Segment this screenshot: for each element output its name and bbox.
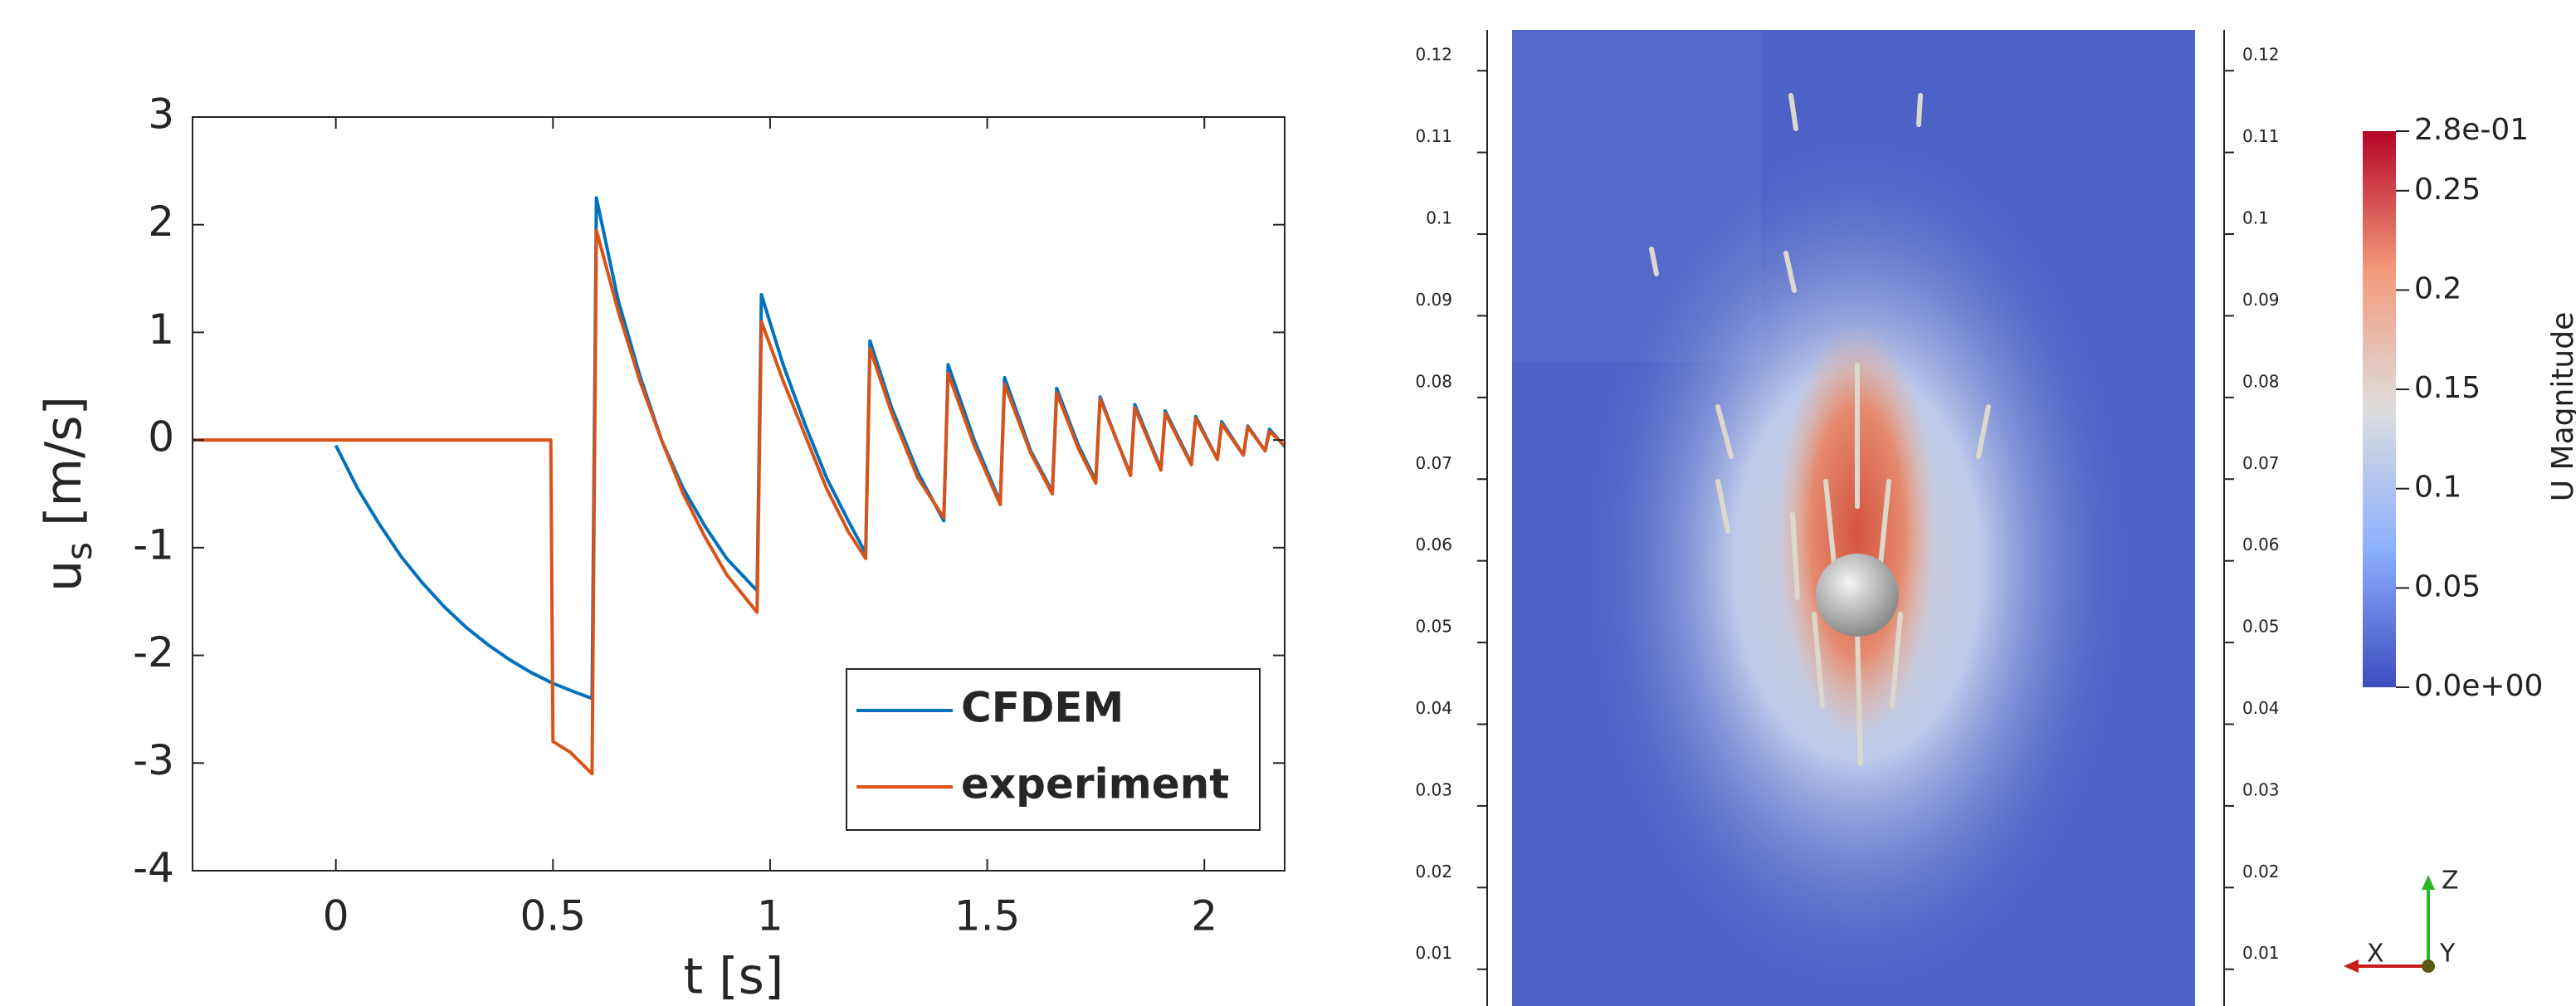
field-render [1512,30,2195,1006]
y-axis-label: us [m/s] [35,396,100,592]
y-tick-label: 0.04 [2242,698,2280,718]
y-tick-label: 0.01 [1415,943,1452,963]
y-tick-label: 0.03 [2242,779,2280,799]
y-tick-label: 0.12 [1415,45,1452,65]
y-tick-label: 0.1 [2242,208,2269,228]
y-tick-label: 0.12 [2242,45,2280,65]
y-axis-label-part: [m/s] [35,396,93,542]
y-tick-label: 0.09 [1415,290,1452,310]
legend-label: CFDEM [961,684,1124,732]
y-tick-label: 0.07 [1415,453,1452,473]
axis-label: Y [2439,940,2456,969]
colorbar-title: U Magnitude [2546,312,2576,502]
y-tick-label: 3 [148,90,174,139]
y-tick-label: 2 [148,198,174,246]
y-tick-label: 1 [148,305,174,354]
colorbar-tick-label: 0.2 [2414,271,2461,305]
x-tick-label: 1 [757,892,783,940]
y-tick-label: 0.11 [1415,126,1452,146]
x-axis-label: t [s] [684,948,784,1006]
y-tick-label: 0.06 [2242,535,2280,554]
y-tick-label: 0.03 [1415,779,1452,799]
y-tick-label: 0 [148,413,174,461]
y-tick-label: 0.02 [1415,862,1452,881]
axis-label: X [2367,940,2384,969]
y-axis-label-part: s [59,542,100,560]
colorbar-tick-label: 0.1 [2414,471,2461,505]
data-line [193,228,1286,776]
y-tick-label: 0.08 [1415,371,1452,391]
x-tick-label: 0.5 [520,892,587,940]
y-tick-label: 0.05 [1415,617,1452,637]
y-tick-label: -3 [133,736,174,784]
plot-frame [192,116,1286,872]
y-axis-label-part: u [35,560,93,592]
data-line [334,196,1286,701]
y-tick-label: -2 [133,628,174,676]
x-tick-label: 0 [323,892,349,940]
y-tick-label: 0.04 [1415,698,1452,718]
y-tick-label: 0.11 [2242,126,2280,146]
orientation-axes: Z X Y [2344,867,2459,973]
colorbar-tick-label: 0.05 [2414,569,2481,603]
colorbar-tick-label: 0.15 [2414,371,2481,405]
colorbar-tick-label: 0.25 [2414,173,2481,207]
y-tick-label: 0.1 [1426,208,1452,228]
colorbar [2363,131,2396,687]
y-tick-label: 0.06 [1415,535,1452,554]
y-tick-label: 0.08 [2242,371,2280,391]
colorbar-tick-label: 0.0e+00 [2414,669,2543,703]
x-tick-label: 2 [1191,892,1217,940]
y-tick-label: -4 [133,844,174,892]
colorbar-tick-label: 2.8e-01 [2414,113,2529,147]
y-tick-label: 0.07 [2242,453,2280,473]
y-tick-label: 0.09 [2242,290,2280,310]
legend-label: experiment [961,760,1229,808]
axis-label: Z [2442,867,2459,896]
legend-box [846,668,1261,831]
x-tick-label: 1.5 [954,892,1021,940]
y-tick-label: -1 [133,520,174,569]
y-tick-label: 0.05 [2242,617,2280,637]
y-tick-label: 0.02 [2242,862,2280,881]
y-tick-label: 0.01 [2242,943,2280,963]
